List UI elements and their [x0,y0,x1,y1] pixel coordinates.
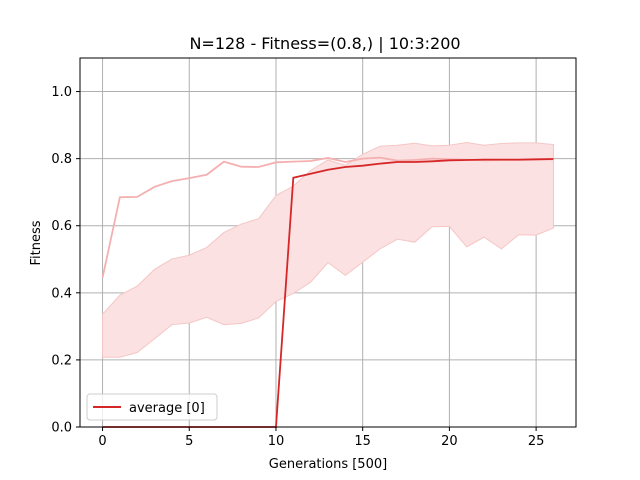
y-tick-label: 0.6 [51,219,72,234]
y-tick-label: 0.2 [51,353,72,368]
x-tick-label: 5 [185,434,193,449]
x-tick-label: 20 [441,434,458,449]
x-tick-label: 0 [98,434,106,449]
x-tick-label: 25 [528,434,545,449]
x-tick-label: 10 [268,434,285,449]
range-band-layer [102,142,554,358]
legend-label-average: average [0] [129,401,205,416]
min-max-band [102,142,554,358]
legend: average [0] [86,393,218,421]
y-tick-label: 0.8 [51,152,72,167]
y-tick-label: 0.4 [51,286,72,301]
ticks-layer: 0 5 10 15 20 25 0.0 0.2 0.4 0.6 0.8 1.0 [51,85,544,449]
x-axis-label: Generations [500] [269,457,387,472]
plot-frame [79,57,577,428]
x-tick-label: 15 [354,434,371,449]
y-tick-label: 0.0 [51,421,72,436]
y-axis-label: Fitness [29,220,44,265]
chart-title: N=128 - Fitness=(0.8,) | 10:3:200 [189,34,460,53]
legend-box [86,393,218,421]
y-tick-label: 1.0 [51,85,72,100]
